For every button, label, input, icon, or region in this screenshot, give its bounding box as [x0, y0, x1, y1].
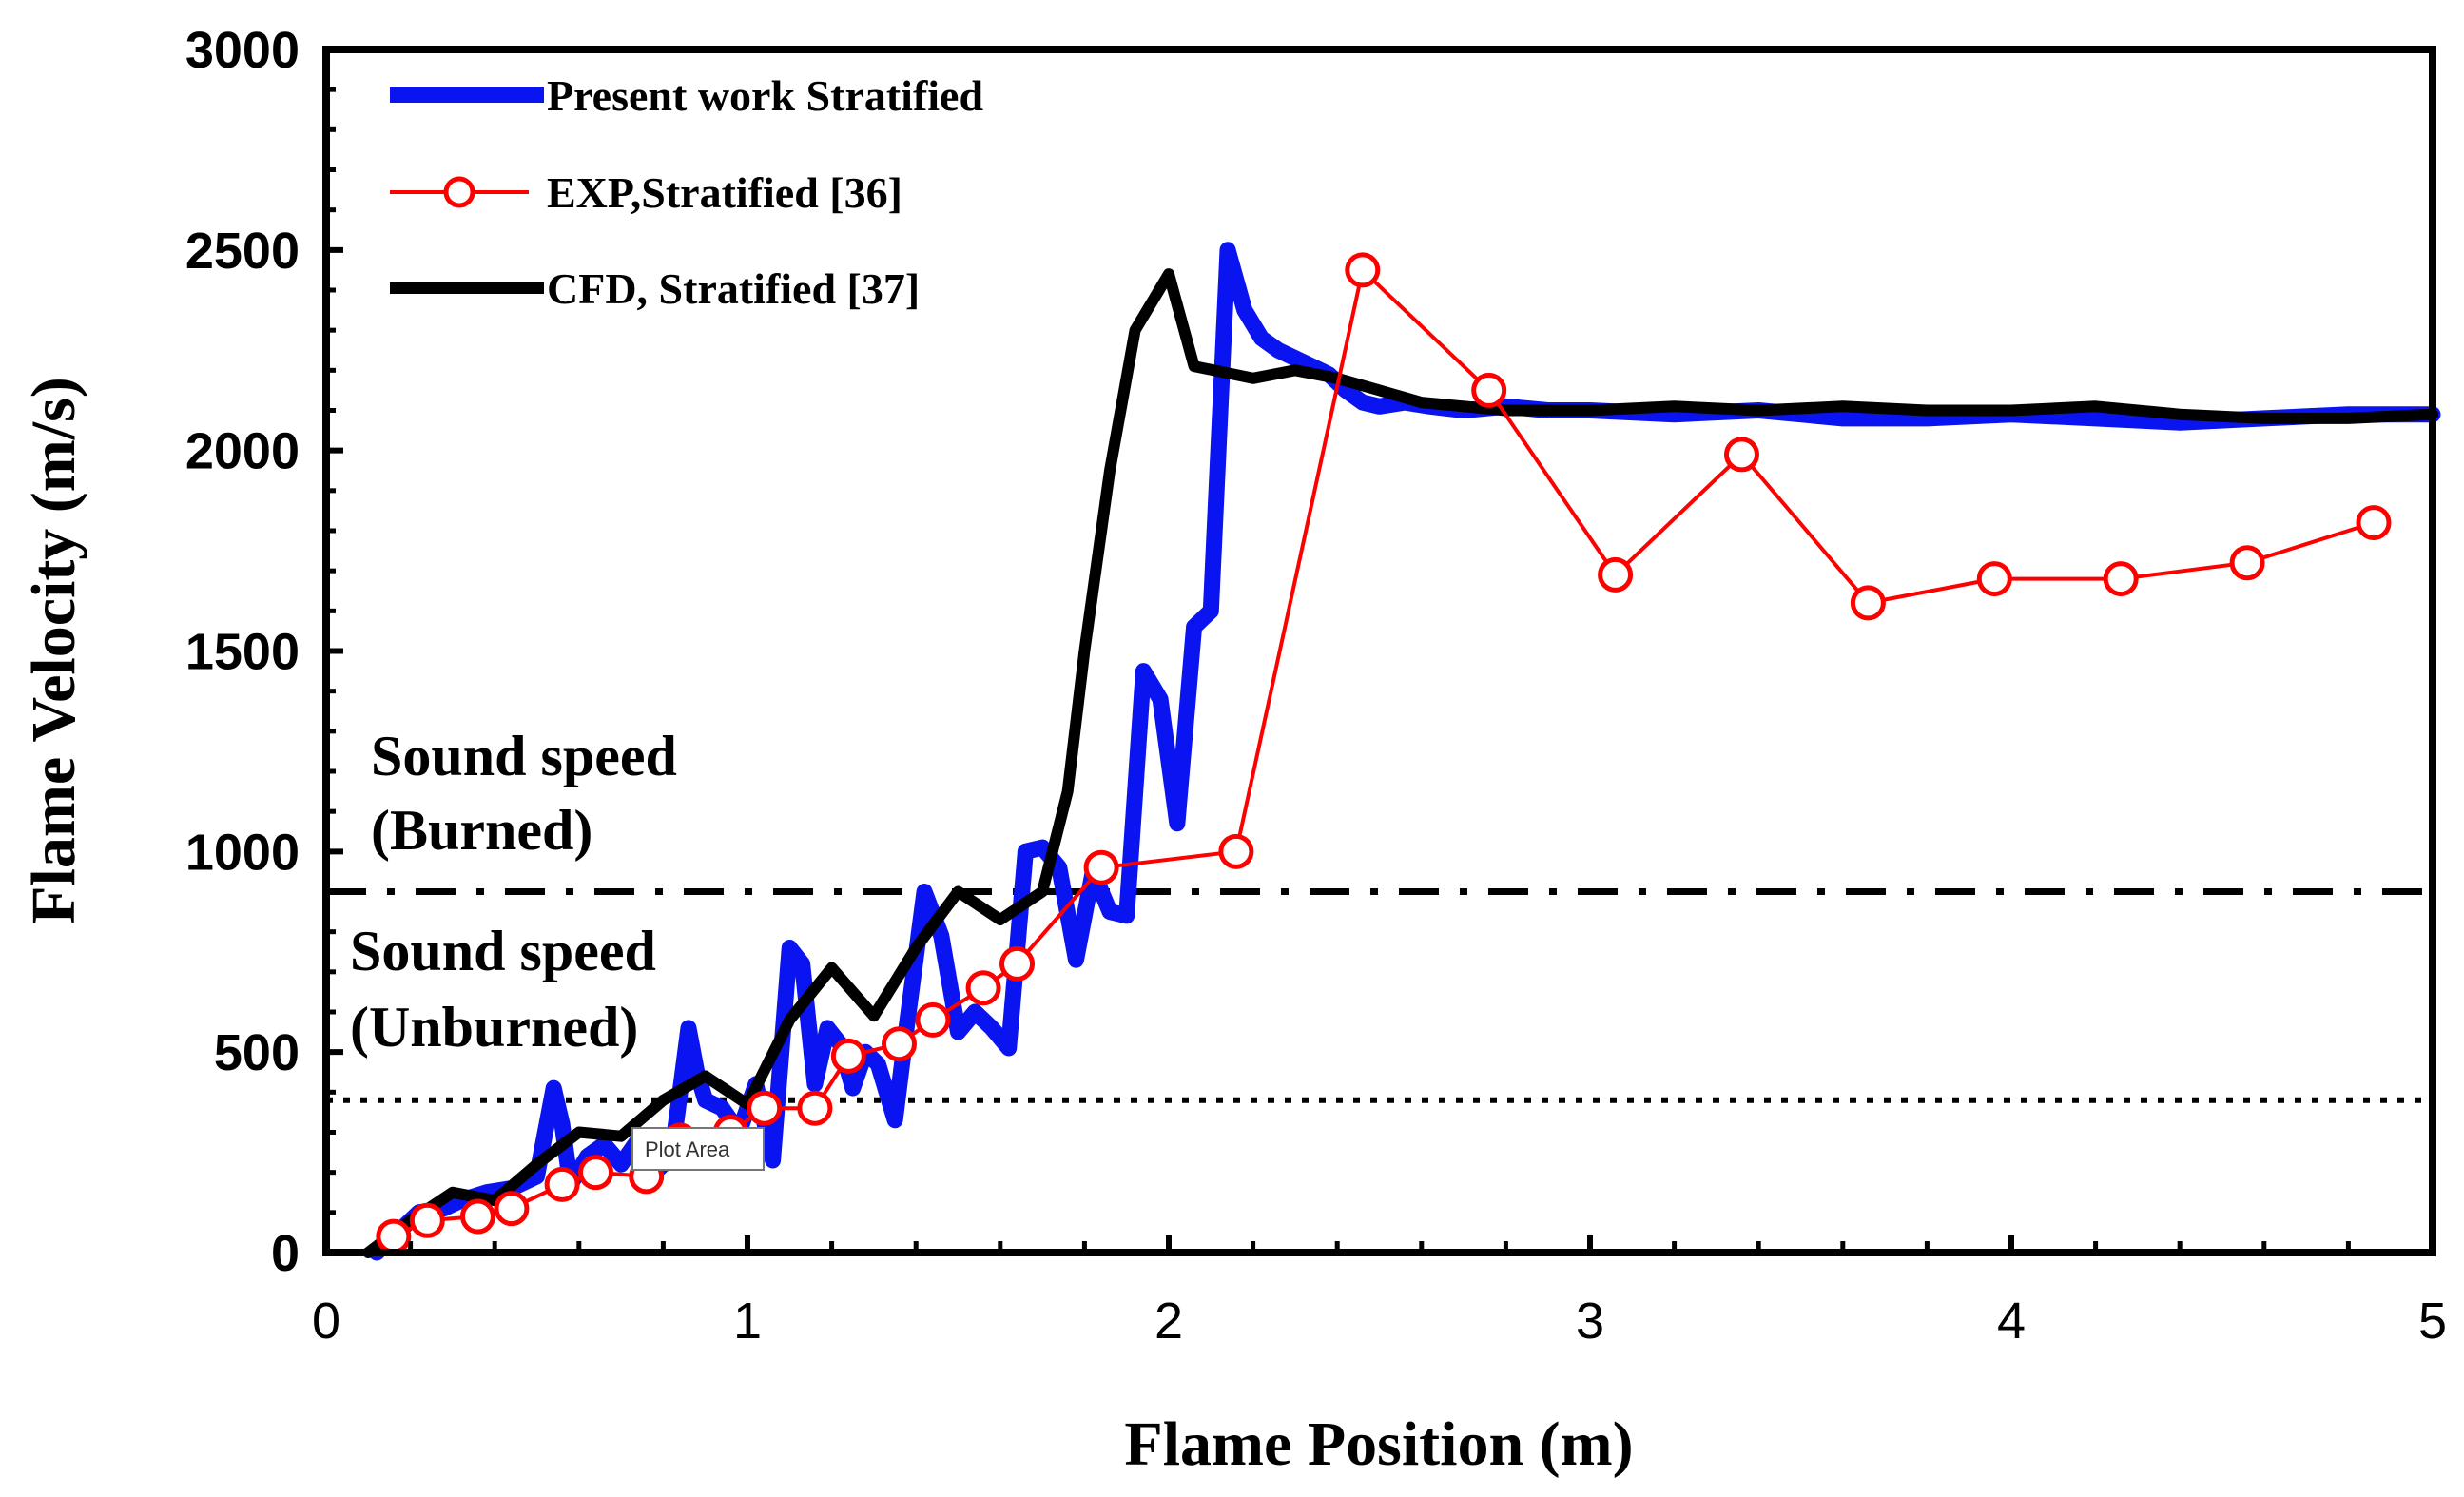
annotation-sound-speed-burned: Sound speed (Burned)	[371, 725, 677, 862]
series-point-exp	[409, 1202, 445, 1238]
series-line-cfd	[362, 268, 2438, 1258]
series-point-exp	[830, 1038, 866, 1074]
series-point-exp	[881, 1026, 917, 1062]
y-axis-title: Flame Velocity (m/s)	[19, 377, 88, 924]
annotation-unburned-line-2: (Unburned)	[350, 996, 638, 1059]
series-point-exp	[1723, 437, 1759, 473]
x-tick-label: 4	[1997, 1293, 2026, 1350]
series-point-exp	[999, 945, 1036, 982]
x-tick-label: 1	[733, 1293, 762, 1350]
series-point-exp	[2103, 561, 2139, 597]
series-point-exp	[459, 1198, 495, 1235]
legend-label-exp: EXP,Stratified [36]	[547, 168, 902, 217]
y-tick-label: 0	[271, 1225, 300, 1282]
annotation-burned-line-2: (Burned)	[371, 799, 592, 862]
series-point-exp	[797, 1090, 833, 1126]
series-point-exp	[1850, 585, 1886, 621]
series-point-exp	[2229, 545, 2265, 581]
series-point-exp	[747, 1090, 783, 1126]
legend-label-present-work: Present work Stratified	[547, 71, 983, 120]
legend: Present work Stratified EXP,Stratified […	[390, 71, 983, 313]
legend-label-cfd: CFD, Stratified [37]	[547, 264, 920, 313]
series-point-exp	[578, 1155, 614, 1191]
series-point-exp	[1083, 849, 1119, 885]
legend-marker-exp	[443, 176, 475, 208]
annotation-unburned-line-1: Sound speed	[350, 920, 656, 982]
series-point-exp	[915, 1001, 951, 1038]
series-point-exp	[2356, 505, 2392, 541]
y-tick-label: 2500	[185, 223, 300, 280]
x-tick-label: 5	[2418, 1293, 2447, 1350]
x-tick-label: 2	[1154, 1293, 1183, 1350]
series-point-exp	[1598, 556, 1634, 593]
series-point-exp	[1976, 561, 2012, 597]
series-point-exp	[494, 1191, 530, 1227]
y-tick-label: 1000	[185, 824, 300, 881]
series-point-exp	[965, 970, 1001, 1006]
tooltip-text: Plot Area	[645, 1137, 730, 1161]
axis-tick-labels: 0 500 1000 1500 2000 2500 3000 0 1 2 3 4 5	[185, 22, 2447, 1350]
y-tick-label: 1500	[185, 624, 300, 681]
y-tick-label: 500	[214, 1024, 300, 1081]
y-tick-label: 2000	[185, 423, 300, 480]
y-tick-label: 3000	[185, 22, 300, 79]
series-point-exp	[1471, 372, 1507, 408]
series-point-exp	[376, 1218, 412, 1254]
x-tick-label: 3	[1576, 1293, 1604, 1350]
series-point-exp	[544, 1166, 580, 1202]
axis-ticks	[323, 47, 2435, 1255]
series-point-exp	[1345, 252, 1381, 288]
annotation-sound-speed-unburned: Sound speed (Unburned)	[350, 920, 656, 1059]
tooltip-box	[631, 1127, 765, 1171]
series-layer	[362, 242, 2441, 1261]
series-point-exp	[1218, 833, 1254, 869]
x-tick-label: 0	[312, 1293, 340, 1350]
annotation-burned-line-1: Sound speed	[371, 725, 677, 787]
x-axis-title: Flame Position (m)	[1124, 1410, 1633, 1479]
plot-area-tooltip: Plot Area	[631, 1127, 765, 1171]
